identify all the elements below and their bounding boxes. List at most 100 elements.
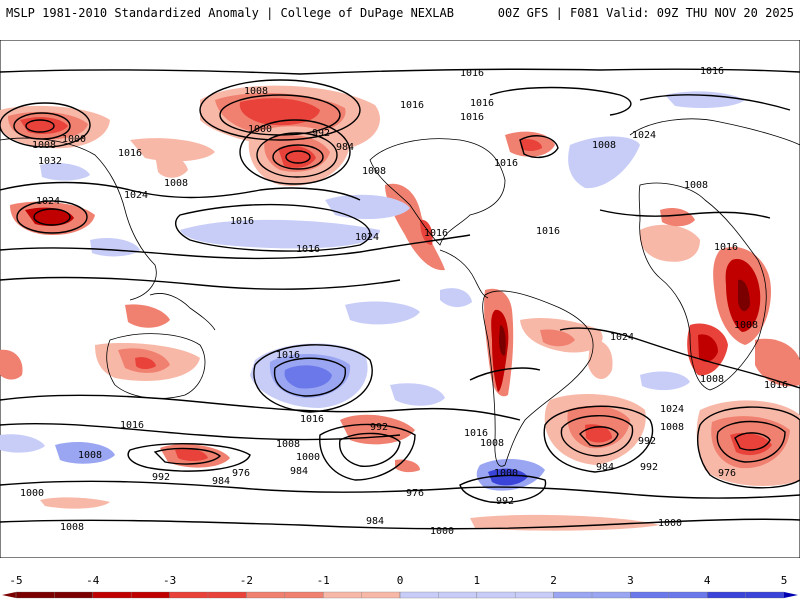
anomaly-patch (125, 304, 170, 328)
colorbar: -5 -4 -3 -2 -1 0 1 2 3 4 5 (2, 574, 798, 599)
isobar (0, 394, 521, 421)
isobar (127, 442, 251, 472)
contour-label: 1016 (460, 68, 484, 79)
isobar (0, 422, 401, 441)
isobar (579, 426, 619, 447)
contour-label: 1024 (632, 130, 656, 141)
isobar (0, 181, 361, 201)
contour-label: 1016 (120, 420, 144, 431)
contour-label: 984 (290, 466, 308, 477)
coastlines (0, 118, 800, 467)
colorbar-tick-label: 4 (704, 574, 711, 587)
isobar (256, 132, 338, 178)
central-america-outline (439, 249, 489, 299)
isobar (153, 447, 222, 465)
south-america-outline (482, 290, 594, 467)
anomaly-patch (755, 338, 800, 387)
map-frame (0, 40, 800, 558)
contour-label: 1000 (494, 468, 518, 479)
contour-label: 1008 (480, 438, 504, 449)
isobar (239, 119, 351, 185)
contour-label: 992 (638, 436, 656, 447)
contour-label: 1016 (424, 228, 448, 239)
isobar (199, 79, 361, 141)
contour-label: 1016 (400, 100, 424, 111)
colorbar-min-arrow (2, 592, 16, 598)
colorbar-tick-label: -4 (86, 574, 100, 587)
contour-label: 1008 (700, 374, 724, 385)
header-left-title: MSLP 1981-2010 Standardized Anomaly | Co… (6, 6, 454, 20)
colorbar-tick-label: 0 (397, 574, 404, 587)
isobar (0, 276, 401, 290)
colorbar-tick-label: 3 (627, 574, 634, 587)
isobar (253, 344, 373, 413)
anomaly-patch (640, 371, 690, 391)
anomaly-patch (345, 301, 420, 325)
isobar (0, 234, 471, 260)
contour-label: 1024 (660, 404, 684, 415)
isobar (489, 86, 632, 116)
contour-label: 1008 (734, 320, 758, 331)
contour-label: 992 (640, 462, 658, 473)
anomaly-patch (40, 163, 90, 181)
anomaly-patch (730, 432, 772, 456)
contour-label: 992 (312, 128, 330, 139)
asia-outline (0, 137, 157, 301)
north-america-outline (369, 138, 506, 246)
anomaly-patch (639, 224, 700, 262)
anomaly-patch (470, 514, 660, 531)
contour-label: 1032 (38, 156, 62, 167)
contour-label: 1008 (362, 166, 386, 177)
contour-label: 1024 (355, 232, 379, 243)
indonesia-outline (149, 293, 216, 331)
contour-label: 1000 (658, 518, 682, 529)
contour-label: 1016 (470, 98, 494, 109)
isobar (599, 209, 771, 219)
anomaly-patch (278, 145, 316, 168)
contour-label: 976 (406, 488, 424, 499)
isobar (285, 150, 311, 164)
anomaly-patch (90, 238, 140, 257)
contour-label: 984 (596, 462, 614, 473)
contour-label: 1016 (714, 242, 738, 253)
contour-label: 1024 (124, 190, 148, 201)
contour-label: 1016 (494, 158, 518, 169)
anomaly-patch (0, 349, 23, 380)
isobar (519, 135, 559, 159)
isobar (697, 406, 800, 489)
contour-label: 1016 (276, 350, 300, 361)
anomaly-patch (239, 98, 320, 126)
contour-label: 1008 (164, 178, 188, 189)
contour-label: 1024 (610, 332, 634, 343)
anomaly-patch (325, 194, 410, 220)
anomaly-patch (585, 424, 612, 443)
contour-label: 1016 (296, 244, 320, 255)
isobar (559, 327, 800, 389)
anomaly-patch (420, 219, 433, 245)
africa-outline (638, 182, 767, 391)
isobar (16, 200, 88, 234)
isobar (272, 144, 324, 170)
anomaly-patch (180, 219, 380, 249)
anomaly-patch (390, 383, 445, 406)
isobar (560, 415, 634, 457)
map-panel: 1016 1016 1016 1016 1008 1000 992 984 10… (0, 40, 800, 558)
anomaly-patch (40, 497, 110, 509)
anomaly-map: 1016 1016 1016 1016 1008 1000 992 984 10… (0, 40, 800, 558)
anomaly-patch (520, 139, 542, 151)
anomaly-patch (440, 288, 472, 308)
anomaly-patch (568, 136, 640, 189)
isobar (543, 405, 654, 473)
contour-labels: 1016 1016 1016 1016 1008 1000 992 984 10… (20, 66, 788, 537)
contour-label: 1000 (296, 452, 320, 463)
positive-anomaly-shading (0, 91, 745, 491)
isobar (469, 367, 541, 381)
anomaly-patch (155, 154, 188, 178)
colorbar-tick-label: -3 (163, 574, 176, 587)
contour-label: 1016 (460, 112, 484, 123)
isobar (319, 423, 416, 481)
anomaly-patch (665, 91, 745, 108)
isobar (13, 112, 71, 140)
contour-label: 992 (370, 422, 388, 433)
contour-label: 992 (496, 496, 514, 507)
